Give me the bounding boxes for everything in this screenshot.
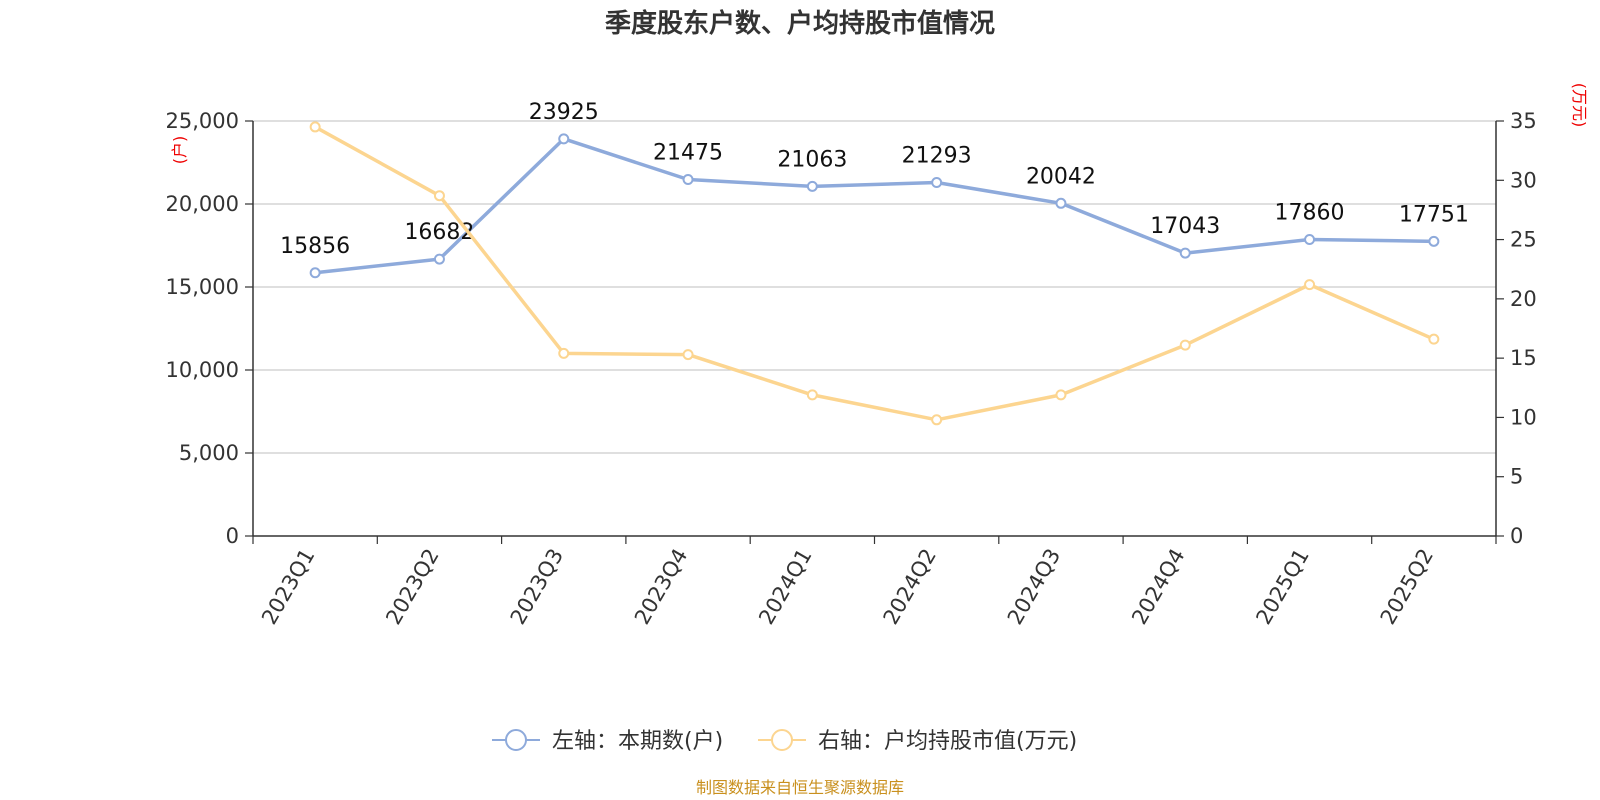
market-value-point <box>1304 279 1316 291</box>
market-value-point <box>1055 389 1067 401</box>
legend-item-market-value[interactable]: 右轴：户均持股市值(万元) <box>758 729 1077 754</box>
right-axis-tick-label: 20 <box>1510 287 1537 311</box>
series-market-value <box>309 121 1440 426</box>
left-axis-tick-label: 10,000 <box>166 358 239 382</box>
households-point <box>806 180 818 192</box>
left-axis-unit: (户) <box>170 136 189 165</box>
left-axis-tick-label: 25,000 <box>166 109 239 133</box>
legend-label-households: 左轴：本期数(户) <box>552 729 723 754</box>
data-label: 20042 <box>1026 164 1096 189</box>
legend-marker-market-value <box>771 729 793 751</box>
market-value-point <box>1179 339 1191 351</box>
left-axis-tick-label: 15,000 <box>166 275 239 299</box>
right-axis-tick-label: 30 <box>1510 168 1537 192</box>
x-axis-tick-label: 2024Q4 <box>1127 545 1189 629</box>
x-axis-tick-label: 2023Q3 <box>506 545 568 629</box>
data-label: 17751 <box>1399 202 1469 227</box>
data-label: 17043 <box>1150 214 1220 239</box>
households-point <box>1179 247 1191 259</box>
households-point <box>1304 234 1316 246</box>
data-label: 23925 <box>529 100 599 125</box>
right-axis-tick-label: 10 <box>1510 405 1537 429</box>
left-axis-tick-label: 20,000 <box>166 192 239 216</box>
data-label: 21475 <box>653 141 723 166</box>
data-label: 21063 <box>777 147 847 172</box>
x-axis-tick-label: 2024Q1 <box>754 545 816 629</box>
series-households: 15856 16682 23925 21475 21063 21293 20042 17043… <box>280 100 1469 279</box>
market-value-point <box>558 347 570 359</box>
households-point <box>309 267 321 279</box>
market-value-point <box>309 121 321 133</box>
market-value-point <box>1428 333 1440 345</box>
right-axis-unit: (万元) <box>1570 83 1589 128</box>
market-value-line <box>314 125 1435 422</box>
right-axis-tick-label: 5 <box>1510 465 1523 489</box>
series-layer: 15856 16682 23925 21475 21063 21293 20042 17043… <box>280 100 1469 426</box>
legend-label-market-value: 右轴：户均持股市值(万元) <box>818 729 1077 754</box>
market-value-point <box>433 190 445 202</box>
x-axis-tick-label: 2025Q2 <box>1376 545 1438 629</box>
legend: 左轴：本期数(户) 右轴：户均持股市值(万元) <box>492 729 1077 754</box>
households-point <box>931 177 943 189</box>
market-value-point <box>682 349 694 361</box>
x-axis-tick-label: 2024Q2 <box>879 545 941 629</box>
x-axis-tick-label: 2023Q1 <box>257 545 319 629</box>
market-value-point <box>931 414 943 426</box>
households-line <box>314 137 1434 275</box>
right-axis-tick-label: 15 <box>1510 346 1537 370</box>
source-note: 制图数据来自恒生聚源数据库 <box>696 778 904 797</box>
x-axis-tick-label: 2025Q1 <box>1251 545 1313 629</box>
data-label: 21293 <box>902 144 972 169</box>
households-point <box>558 133 570 145</box>
data-label: 17860 <box>1275 201 1345 226</box>
x-axis-tick-label: 2024Q3 <box>1003 545 1065 629</box>
chart-title: 季度股东户数、户均持股市值情况 <box>605 8 995 39</box>
legend-item-households[interactable]: 左轴：本期数(户) <box>492 729 723 754</box>
axes: 05,00010,00015,00020,00025,0000510152025… <box>166 109 1537 629</box>
left-axis-tick-label: 5,000 <box>179 441 239 465</box>
grid-lines <box>253 120 1496 454</box>
households-point <box>1428 235 1440 247</box>
x-axis-tick-label: 2023Q2 <box>381 545 443 629</box>
market-value-point <box>806 389 818 401</box>
households-point <box>1055 197 1067 209</box>
x-axis-tick-label: 2023Q4 <box>630 545 692 629</box>
right-axis-tick-label: 35 <box>1510 109 1537 133</box>
data-label: 16682 <box>404 220 474 245</box>
data-label: 15856 <box>280 234 350 259</box>
households-point <box>433 253 445 265</box>
legend-marker-households <box>505 729 527 751</box>
households-point <box>682 174 694 186</box>
right-axis-tick-label: 25 <box>1510 228 1537 252</box>
right-axis-tick-label: 0 <box>1510 524 1523 548</box>
left-axis-tick-label: 0 <box>226 524 239 548</box>
